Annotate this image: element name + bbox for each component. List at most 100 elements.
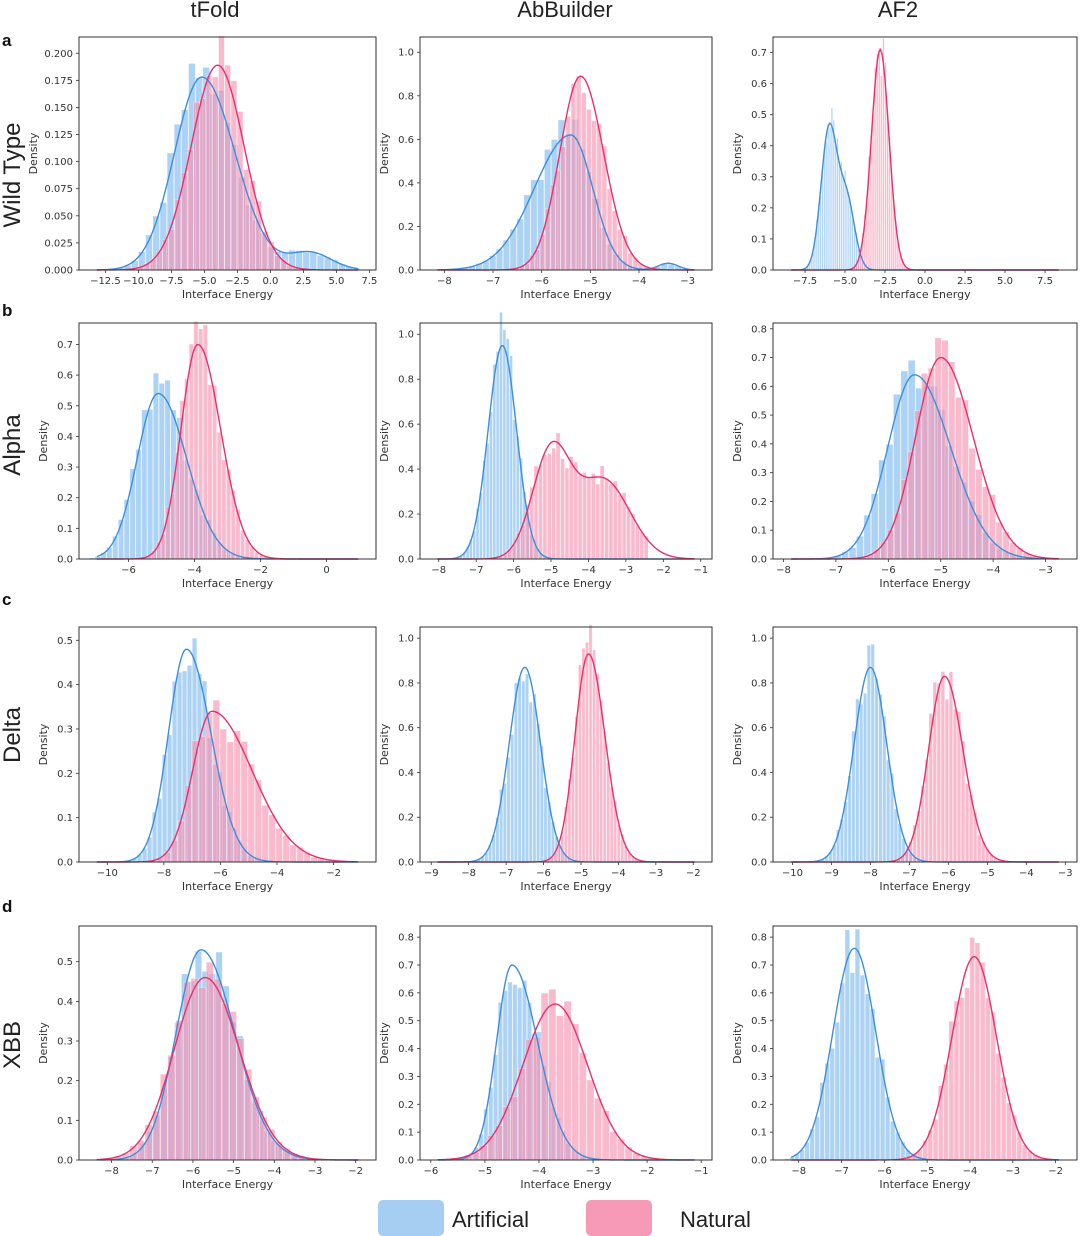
bar-natural — [639, 531, 645, 560]
y-tick-label: 0.0 — [751, 555, 767, 566]
y-tick-label: 0.4 — [398, 768, 414, 779]
bar-artificial — [834, 144, 837, 271]
x-tick-label: −3 — [1038, 565, 1053, 576]
panel-wild-type-af2: −7.5 −5.0 −2.5 0.0 2.5 5.0 7.5 0.0 0.1 0.2 0.3 0.4 0… — [731, 36, 1078, 301]
bar-natural — [240, 530, 245, 560]
x-tick-label: −7 — [145, 1166, 160, 1177]
bar-natural — [586, 477, 592, 560]
bar-natural — [207, 384, 213, 560]
bar-natural — [611, 210, 618, 271]
bar-natural — [564, 467, 570, 560]
bar-natural — [959, 997, 965, 1161]
panel-delta-af2: −10 −9 −8 −7 −6 −5 −4 −3 0.0 0.2 0.4 0.6 0.8 1.0 Inter… — [731, 626, 1078, 893]
y-tick-label: 0.4 — [398, 465, 414, 476]
x-tick-label: −6 — [941, 868, 956, 879]
y-tick-label: 0.4 — [57, 432, 73, 443]
bar-natural — [595, 483, 601, 560]
y-tick-label: 0.5 — [398, 1016, 414, 1027]
bar-natural — [599, 700, 603, 863]
bar-artificial — [316, 255, 325, 271]
bar-natural — [198, 987, 207, 1161]
bar-natural — [565, 116, 571, 271]
bar-natural — [586, 1079, 595, 1161]
bar-natural — [900, 479, 908, 560]
y-tick-label: 0.3 — [57, 463, 73, 474]
legend-swatch-artificial — [378, 1200, 444, 1236]
panel-alpha-tfold: −6 −4 −2 0 0.0 0.1 0.2 0.3 0.4 0.5 0.6 0.7 Interface… — [37, 321, 377, 590]
y-tick-label: 0.5 — [751, 1016, 767, 1027]
x-tick-label: −7.5 — [793, 276, 817, 287]
bar-natural — [936, 682, 941, 863]
bar-natural — [609, 1131, 618, 1161]
y-tick-label: 0.1 — [751, 1128, 767, 1139]
x-tick-label: −2 — [640, 1166, 655, 1177]
x-tick-label: 2.5 — [957, 276, 973, 287]
row-title-alpha: Alpha — [0, 414, 26, 476]
x-tick-label: −5 — [574, 868, 589, 879]
axes-frame-alpha-af2 — [772, 322, 1078, 560]
bars-natural-wild-type-af2 — [851, 38, 910, 271]
row-title-wild-type: Wild Type — [0, 123, 26, 228]
axes-frame-delta-tfold — [78, 626, 377, 863]
bar-natural — [551, 447, 556, 560]
bar-natural — [275, 828, 283, 863]
x-tick-label: −7.5 — [159, 276, 183, 287]
bar-artificial — [869, 1008, 876, 1161]
panel-delta-abbuilder: −9 −8 −7 −6 −5 −4 −3 −2 0.0 0.2 0.4 0.6 0.8 1.0 Interf… — [378, 624, 713, 893]
bar-natural — [635, 525, 640, 560]
y-tick-label: 0.050 — [44, 211, 73, 222]
x-tick-label: −6 — [186, 1166, 201, 1177]
bar-natural — [608, 483, 614, 560]
y-tick-label: 0.1 — [57, 813, 73, 824]
bar-natural — [224, 64, 231, 271]
bar-natural — [546, 453, 552, 560]
x-tick-label: 7.5 — [361, 276, 377, 287]
bar-artificial — [834, 1021, 840, 1161]
y-tick-label: 0.025 — [44, 238, 73, 249]
bar-natural — [995, 521, 1003, 560]
x-tick-label: −6 — [877, 1166, 892, 1177]
y-tick-label: 0.8 — [398, 375, 414, 386]
panel-xbb-af2: −8 −7 −6 −5 −4 −3 −2 0.0 0.1 0.2 0.3 0.4 0.5 0.6 0.7 0.… — [731, 925, 1078, 1191]
bar-artificial — [123, 499, 130, 560]
bar-natural — [968, 447, 976, 560]
bar-natural — [520, 524, 526, 560]
bar-natural — [977, 834, 982, 863]
y-tick-label: 0.2 — [751, 203, 767, 214]
bar-natural — [604, 477, 609, 560]
x-tick-label: −5 — [478, 1166, 493, 1177]
y-tick-label: 0.2 — [57, 493, 73, 504]
column-title-tfold: tFold — [191, 0, 240, 22]
bar-artificial — [863, 692, 868, 863]
y-tick-label: 0.0 — [751, 858, 767, 869]
bar-natural — [267, 1128, 276, 1161]
bar-artificial — [502, 783, 507, 863]
bar-natural — [592, 649, 596, 863]
y-tick-label: 0.175 — [44, 76, 73, 87]
x-tick-label: −3 — [648, 868, 663, 879]
x-tick-label: −6 — [534, 276, 549, 287]
y-tick-label: 0.8 — [398, 933, 414, 944]
x-tick-label: 0 — [323, 565, 329, 576]
x-axis-label: Interface Energy — [520, 1178, 612, 1191]
x-tick-label: −10 — [782, 868, 803, 879]
bars-natural-alpha-abbuilder — [494, 432, 649, 560]
x-tick-label: −8 — [437, 276, 452, 287]
bar-natural — [187, 149, 194, 271]
x-axis-label: Interface Energy — [879, 288, 971, 301]
x-tick-label: 0.0 — [262, 276, 278, 287]
y-tick-label: 0.4 — [751, 768, 767, 779]
y-tick-label: 0.6 — [751, 988, 767, 999]
y-axis-label: Density — [731, 723, 744, 765]
x-tick-label: 0.0 — [917, 276, 933, 287]
y-tick-label: 0.150 — [44, 103, 73, 114]
panel-alpha-af2: −8 −7 −6 −5 −4 −3 0.0 0.1 0.2 0.3 0.4 0.5 0.6 0.7 0.8 I… — [731, 322, 1078, 590]
x-tick-label: −4 — [963, 1166, 978, 1177]
x-tick-label: −6 — [506, 565, 521, 576]
bar-artificial — [152, 372, 159, 560]
x-tick-label: 5.0 — [997, 276, 1013, 287]
bar-natural — [193, 321, 199, 560]
bar-natural — [581, 92, 587, 271]
x-axis-label: Interface Energy — [182, 288, 274, 301]
x-tick-label: −4 — [632, 276, 647, 287]
